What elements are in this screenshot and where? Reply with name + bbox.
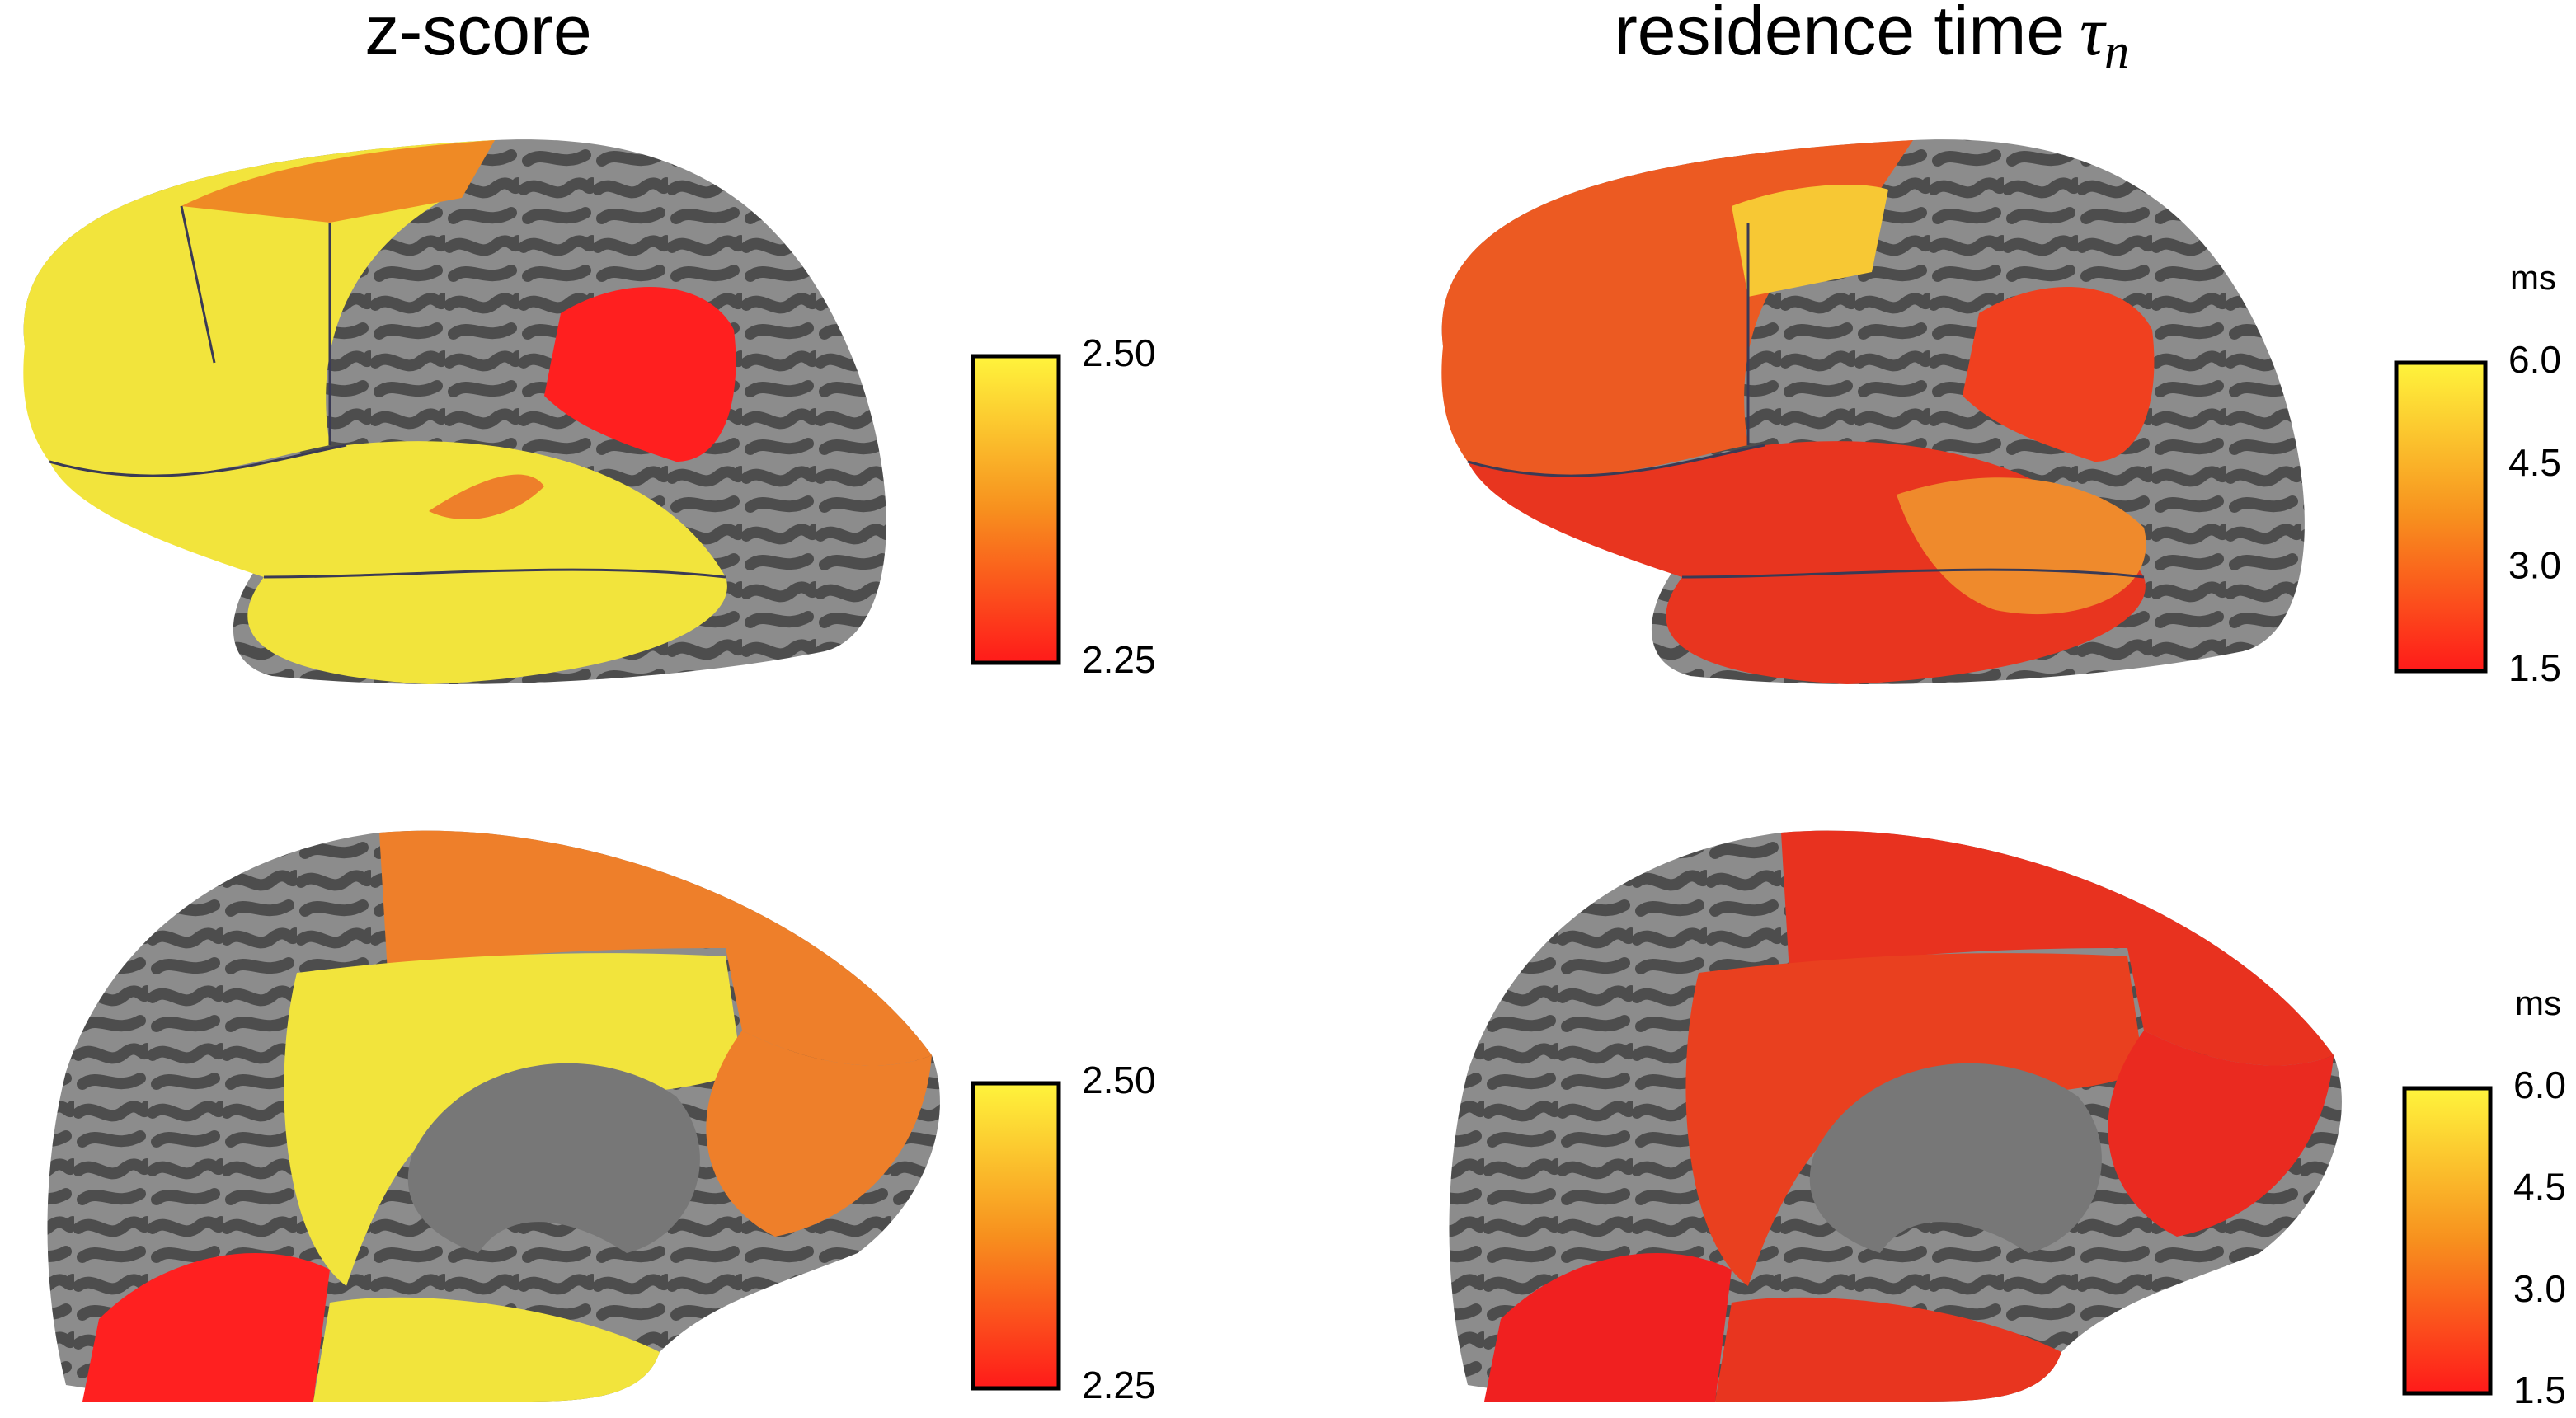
colorbar-tick-label: 4.5: [2513, 1165, 2566, 1208]
colorbar-tick-label: 3.0: [2508, 543, 2561, 586]
column-title: z-score: [364, 0, 591, 69]
colorbar-unit: ms: [2510, 258, 2556, 297]
colorbar-tick-label: 6.0: [2508, 338, 2561, 381]
colorbar-tick-label: 2.25: [1082, 638, 1156, 681]
brain-lateral: [23, 139, 886, 684]
colorbar: [2394, 360, 2488, 674]
colorbar-tick-label: 2.25: [1082, 1364, 1156, 1406]
colorbar-tick-label: 1.5: [2508, 646, 2561, 689]
colorbar-tick-label: 6.0: [2513, 1064, 2566, 1106]
title-symbol: τ: [2080, 0, 2107, 70]
title-subscript: n: [2104, 24, 2129, 78]
colorbar-tick-label: 1.5: [2513, 1369, 2566, 1411]
colorbar-unit: ms: [2515, 984, 2561, 1022]
colorbar: [971, 1081, 1061, 1391]
colorbar-tick-label: 2.50: [1082, 1059, 1156, 1101]
brain-medial: [1449, 830, 2342, 1402]
colorbar-tick-label: 3.0: [2513, 1267, 2566, 1310]
colorbar: [971, 354, 1061, 665]
colorbar-tick-label: 2.50: [1082, 331, 1156, 374]
title-text: residence time: [1615, 0, 2065, 69]
brain-lateral: [1441, 139, 2305, 684]
colorbar: [2402, 1086, 2493, 1396]
colorbar-tick-label: 4.5: [2508, 441, 2561, 484]
brain-medial: [47, 830, 940, 1402]
column-title: residence time τn: [1615, 0, 2129, 78]
